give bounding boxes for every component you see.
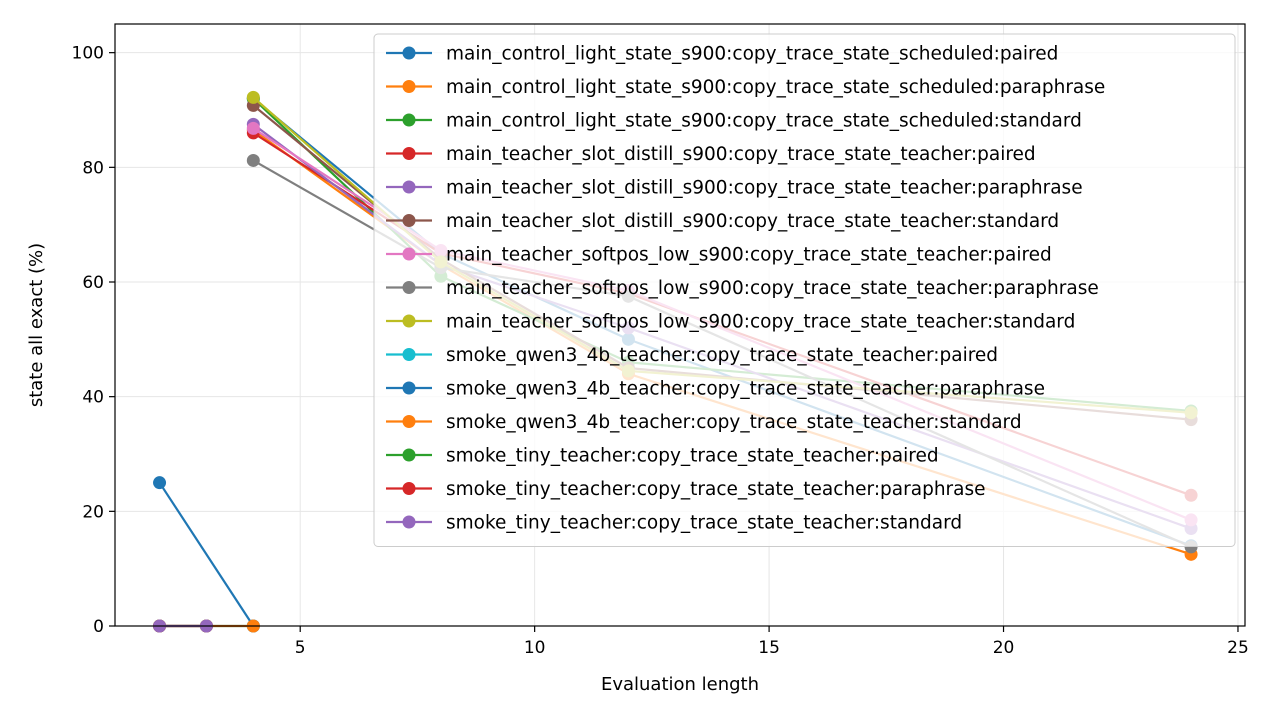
- legend-item: main_teacher_softpos_low_s900:copy_trace…: [386, 278, 1099, 299]
- y-tick-label: 80: [82, 158, 104, 178]
- legend-label: main_teacher_slot_distill_s900:copy_trac…: [446, 178, 1083, 199]
- legend-item: smoke_tiny_teacher:copy_trace_state_teac…: [386, 446, 939, 467]
- legend-label: main_control_light_state_s900:copy_trace…: [446, 111, 1082, 132]
- legend-item: main_control_light_state_s900:copy_trace…: [386, 111, 1082, 132]
- legend-label: smoke_qwen3_4b_teacher:copy_trace_state_…: [446, 379, 1045, 400]
- legend-label: smoke_tiny_teacher:copy_trace_state_teac…: [446, 479, 986, 500]
- legend-marker: [402, 46, 416, 60]
- axes-frame: [114, 23, 1246, 627]
- y-tick-label: 100: [72, 44, 104, 64]
- legend-item: main_control_light_state_s900:copy_trace…: [386, 44, 1058, 65]
- legend-box: [373, 33, 1236, 547]
- y-tick-label: 0: [93, 617, 104, 637]
- legend-item: main_teacher_slot_distill_s900:copy_trac…: [386, 144, 1036, 165]
- legend-label: main_control_light_state_s900:copy_trace…: [446, 77, 1105, 98]
- legend-label: smoke_qwen3_4b_teacher:copy_trace_state_…: [446, 412, 1022, 433]
- legend-item: main_teacher_softpos_low_s900:copy_trace…: [386, 312, 1075, 333]
- x-tick-label: 25: [1227, 638, 1249, 658]
- legend-label: smoke_qwen3_4b_teacher:copy_trace_state_…: [446, 345, 998, 366]
- legend-label: main_teacher_softpos_low_s900:copy_trace…: [446, 278, 1099, 299]
- legend-label: smoke_tiny_teacher:copy_trace_state_teac…: [446, 513, 962, 534]
- legend-marker: [402, 381, 416, 395]
- legend-item: smoke_tiny_teacher:copy_trace_state_teac…: [386, 513, 962, 534]
- y-axis-label: state all exact (%): [26, 243, 47, 407]
- legend-marker: [402, 80, 416, 93]
- legend-item: main_teacher_softpos_low_s900:copy_trace…: [386, 245, 1052, 266]
- legend-label: smoke_tiny_teacher:copy_trace_state_teac…: [446, 446, 939, 467]
- legend: main_control_light_state_s900:copy_trace…: [373, 33, 1236, 547]
- legend-label: main_control_light_state_s900:copy_trace…: [446, 44, 1058, 65]
- legend-item: smoke_qwen3_4b_teacher:copy_trace_state_…: [386, 379, 1045, 400]
- x-tick-label: 5: [295, 638, 306, 658]
- data-point: [246, 90, 260, 104]
- y-tick-label: 60: [82, 273, 104, 293]
- data-point: [246, 153, 260, 167]
- legend-marker: [402, 281, 416, 294]
- series-line: [158, 482, 255, 627]
- y-tick-label: 20: [82, 502, 104, 522]
- legend-item: smoke_qwen3_4b_teacher:copy_trace_state_…: [386, 412, 1022, 433]
- plot-frame: [114, 23, 1246, 627]
- x-tick-label: 20: [993, 638, 1015, 658]
- legend-item: main_control_light_state_s900:copy_trace…: [386, 77, 1105, 98]
- x-axis-label: Evaluation length: [601, 674, 759, 695]
- legend-marker: [402, 348, 416, 361]
- legend-marker: [402, 314, 416, 328]
- legend-marker: [402, 214, 416, 227]
- legend-marker: [402, 415, 416, 428]
- x-tick-label: 15: [758, 638, 780, 658]
- legend-marker: [402, 113, 416, 127]
- legend-marker: [402, 247, 416, 261]
- legend-item: smoke_qwen3_4b_teacher:copy_trace_state_…: [386, 345, 998, 366]
- data-point: [153, 476, 167, 490]
- legend-label: main_teacher_slot_distill_s900:copy_trac…: [446, 211, 1059, 232]
- legend-label: main_teacher_slot_distill_s900:copy_trac…: [446, 144, 1036, 165]
- legend-marker: [402, 482, 416, 495]
- legend-marker: [402, 180, 416, 194]
- series-10: [153, 476, 260, 633]
- legend-label: main_teacher_softpos_low_s900:copy_trace…: [446, 245, 1052, 266]
- legend-item: smoke_tiny_teacher:copy_trace_state_teac…: [386, 479, 986, 500]
- data-point: [246, 121, 260, 135]
- legend-item: main_teacher_slot_distill_s900:copy_trac…: [386, 211, 1059, 232]
- legend-item: main_teacher_slot_distill_s900:copy_trac…: [386, 178, 1083, 199]
- legend-marker: [402, 147, 416, 160]
- legend-marker: [402, 515, 416, 529]
- x-tick-label: 10: [524, 638, 546, 658]
- legend-marker: [402, 448, 416, 462]
- axis-ticks: 5 10 15 20 25 0 20 40 60 80 100: [72, 44, 1249, 658]
- y-tick-label: 40: [82, 388, 104, 408]
- legend-label: main_teacher_softpos_low_s900:copy_trace…: [446, 312, 1075, 333]
